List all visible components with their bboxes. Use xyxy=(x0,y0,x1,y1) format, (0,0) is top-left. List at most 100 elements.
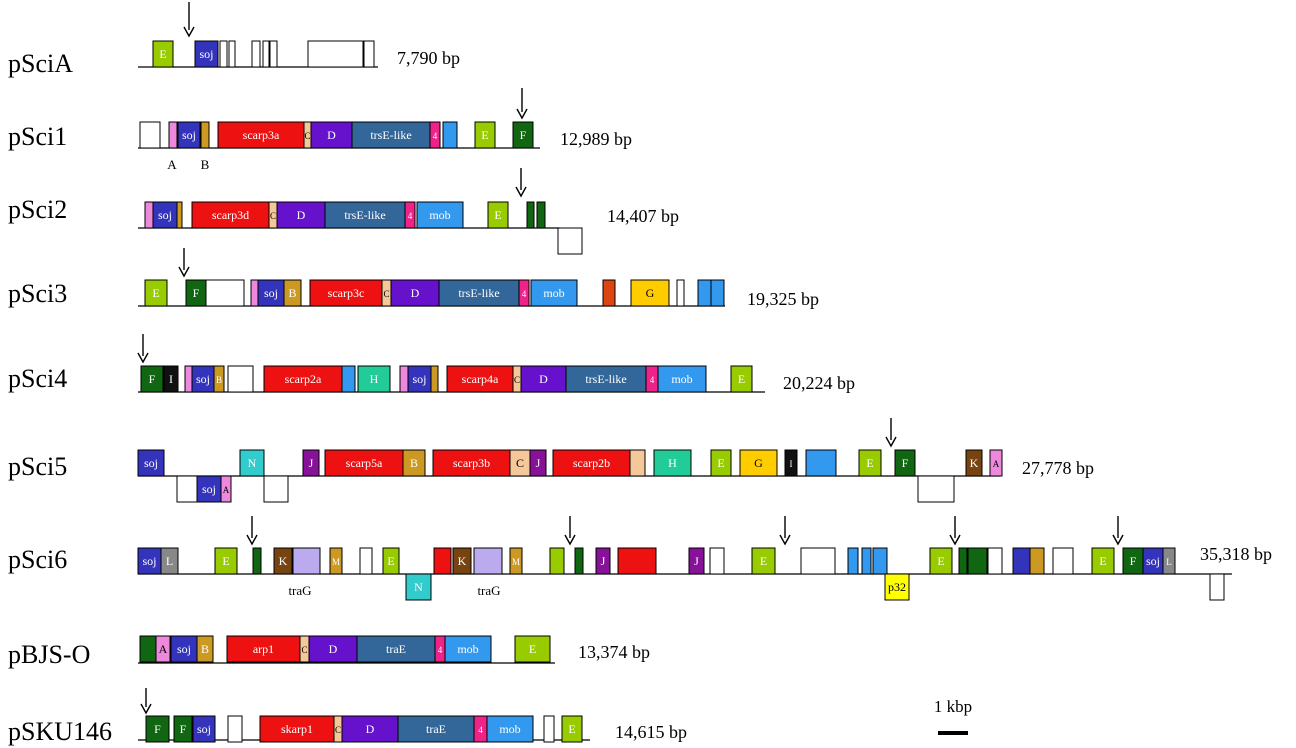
gene-box: soj xyxy=(194,40,219,68)
gene-box xyxy=(262,40,270,68)
gene-label: 4 xyxy=(408,211,413,221)
plasmid-name: pSKU146 xyxy=(8,717,112,746)
gene-rect xyxy=(341,365,356,393)
gene-box: soj xyxy=(191,365,215,393)
gene-rect xyxy=(602,279,616,307)
gene-rect xyxy=(155,635,171,663)
gene-box xyxy=(617,547,657,575)
gene-rect xyxy=(217,121,305,149)
gene-rect xyxy=(710,279,725,307)
gene-box: E xyxy=(214,547,238,575)
gene-label: B xyxy=(216,375,222,385)
gene-box: E xyxy=(1091,547,1115,575)
gene-box: soj xyxy=(407,365,432,393)
gene-rect xyxy=(512,121,534,149)
gene-box: scarp2a xyxy=(263,365,343,393)
gene-rect xyxy=(144,201,154,229)
gene-rect xyxy=(529,449,547,477)
gene-rect xyxy=(196,475,222,503)
gene-rect xyxy=(307,40,364,68)
gene-rect xyxy=(709,547,725,575)
gene-rect xyxy=(140,365,164,393)
gene-box: C xyxy=(268,201,278,229)
gene-label: 4 xyxy=(522,289,527,299)
gene-box xyxy=(219,40,228,68)
gene-label: soj xyxy=(412,372,426,386)
gene-box xyxy=(549,547,565,575)
gene-box: F xyxy=(140,365,164,393)
gene-rect xyxy=(144,279,168,307)
gene-box: F xyxy=(512,121,534,149)
gene-label: E xyxy=(866,456,873,470)
gene-rect xyxy=(526,201,535,229)
gene-box xyxy=(184,365,193,393)
gene-sublabel: traG xyxy=(288,583,311,598)
gene-label: skarp1 xyxy=(281,722,313,736)
gene-label: K xyxy=(279,554,288,568)
gene-rect xyxy=(145,715,170,743)
plasmid-name: pSci6 xyxy=(8,545,67,574)
gene-rect xyxy=(557,227,583,255)
gene-label: trsE-like xyxy=(458,286,499,300)
gene-rect xyxy=(308,635,358,663)
gene-box: mob xyxy=(486,715,534,743)
gene-rect xyxy=(872,547,888,575)
gene-rect xyxy=(805,449,837,477)
gene-box: 4 xyxy=(473,715,488,743)
down-arrow-icon xyxy=(564,516,576,546)
gene-rect xyxy=(989,449,1003,477)
gene-label: E xyxy=(152,286,159,300)
gene-box: H xyxy=(653,449,692,477)
gene-box: C xyxy=(381,279,392,307)
gene-box: D xyxy=(276,201,326,229)
gene-rect xyxy=(356,635,436,663)
gene-rect xyxy=(487,201,509,229)
gene-box xyxy=(430,365,439,393)
gene-box xyxy=(139,121,161,149)
gene-rect xyxy=(1052,547,1074,575)
gene-label: E xyxy=(159,47,166,61)
gene-rect xyxy=(259,715,335,743)
gene-box xyxy=(251,40,261,68)
gene-box: E xyxy=(487,201,509,229)
gene-rect xyxy=(473,547,503,575)
gene-label: B xyxy=(410,456,418,470)
gene-box xyxy=(543,715,555,743)
gene-label: scarp2b xyxy=(573,456,610,470)
gene-rect xyxy=(433,547,452,575)
gene-box: C xyxy=(333,715,343,743)
gene-box: H xyxy=(357,365,391,393)
gene-label: E xyxy=(1099,554,1106,568)
gene-box: trsE-like xyxy=(324,201,406,229)
gene-label: soj xyxy=(202,482,216,496)
gene-label: H xyxy=(370,372,379,386)
gene-label: soj xyxy=(199,47,213,61)
gene-label: C xyxy=(514,375,520,385)
gene-box: C xyxy=(512,365,522,393)
gene-label: soj xyxy=(158,208,172,222)
gene-rect xyxy=(1091,547,1115,575)
gene-label: soj xyxy=(196,372,210,386)
gene-label: I xyxy=(169,372,173,386)
gene-box: D xyxy=(341,715,399,743)
gene-box: E xyxy=(730,365,753,393)
plasmid-size: 12,989 bp xyxy=(560,129,632,149)
gene-box: arp1 xyxy=(226,635,301,663)
gene-label: E xyxy=(494,208,501,222)
gene-box xyxy=(602,279,616,307)
gene-box: mob xyxy=(657,365,707,393)
down-arrow-icon xyxy=(779,516,791,546)
gene-label: F xyxy=(520,128,527,142)
gene-box xyxy=(176,475,198,503)
gene-box: J xyxy=(529,449,547,477)
gene-box: E xyxy=(929,547,953,575)
gene-rect xyxy=(152,40,174,68)
gene-box: K xyxy=(273,547,293,575)
gene-box xyxy=(473,547,503,575)
gene-rect xyxy=(139,121,161,149)
gene-label: J xyxy=(694,554,699,568)
